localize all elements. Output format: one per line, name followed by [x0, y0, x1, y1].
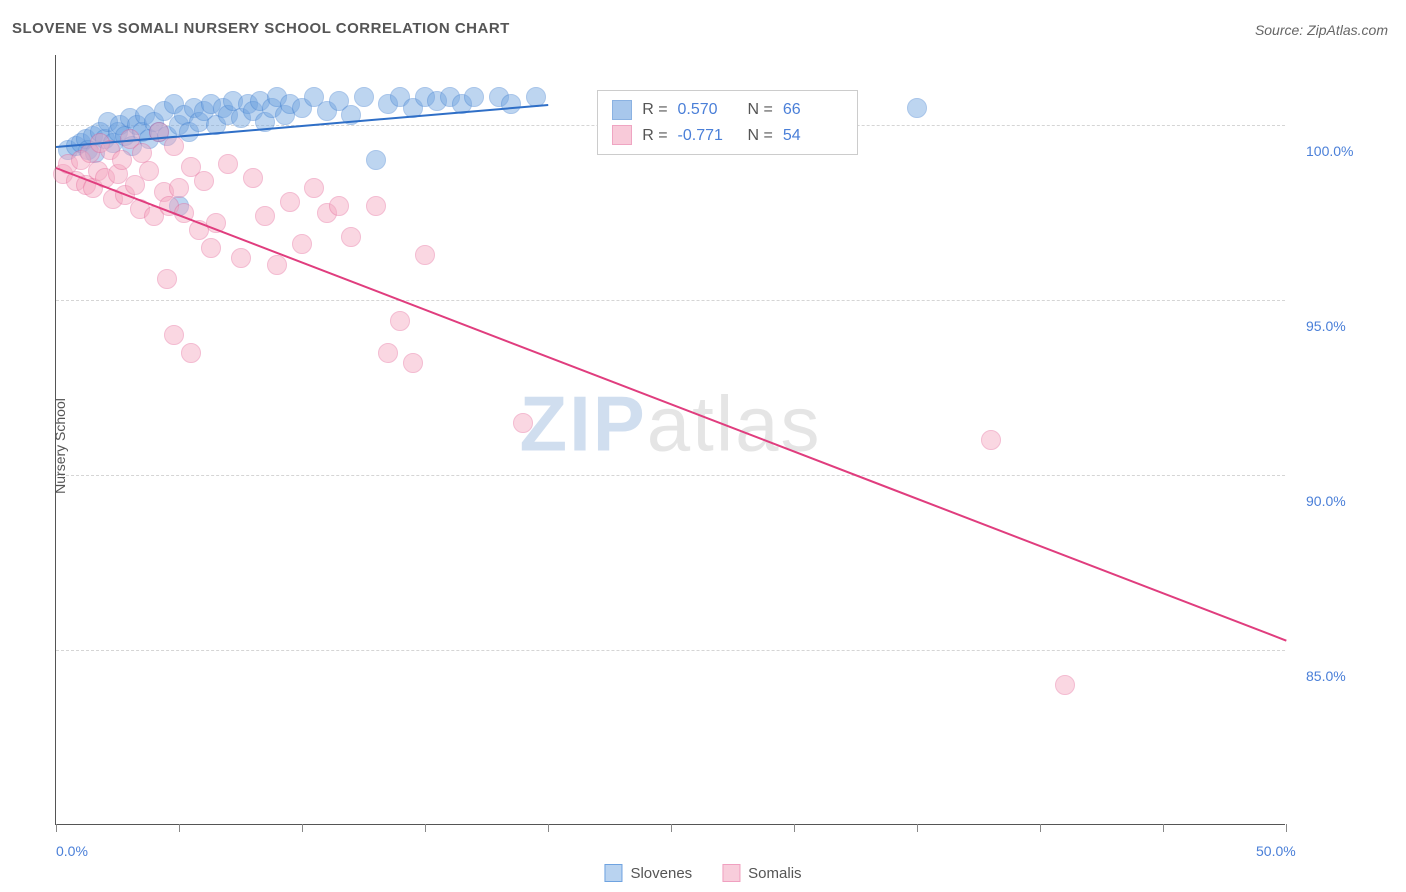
data-point	[194, 171, 214, 191]
data-point	[112, 150, 132, 170]
x-tick	[179, 824, 180, 832]
x-tick	[302, 824, 303, 832]
source-name: ZipAtlas.com	[1307, 22, 1388, 38]
data-point	[403, 353, 423, 373]
x-tick	[56, 824, 57, 832]
chart-title: SLOVENE VS SOMALI NURSERY SCHOOL CORRELA…	[12, 20, 510, 37]
data-point	[164, 325, 184, 345]
n-value: 54	[783, 123, 843, 149]
data-point	[981, 430, 1001, 450]
data-point	[181, 343, 201, 363]
watermark: ZIPatlas	[519, 379, 821, 470]
legend-swatch	[612, 125, 632, 145]
data-point	[415, 245, 435, 265]
gridline	[56, 300, 1285, 301]
data-point	[1055, 675, 1075, 695]
data-point	[157, 269, 177, 289]
x-tick	[1286, 824, 1287, 832]
data-point	[164, 136, 184, 156]
r-label: R =	[642, 97, 667, 123]
watermark-zip: ZIP	[519, 380, 646, 468]
plot-area: ZIPatlas 85.0%90.0%95.0%100.0%0.0%50.0%R…	[55, 55, 1285, 825]
n-value: 66	[783, 97, 843, 123]
stats-row: R = -0.771 N = 54	[612, 123, 843, 149]
data-point	[513, 413, 533, 433]
y-tick-label: 100.0%	[1306, 143, 1353, 159]
legend: Slovenes Somalis	[604, 864, 801, 882]
data-point	[366, 196, 386, 216]
chart-container: SLOVENE VS SOMALI NURSERY SCHOOL CORRELA…	[0, 0, 1406, 892]
y-tick-label: 85.0%	[1306, 668, 1346, 684]
data-point	[267, 255, 287, 275]
r-label: R =	[642, 123, 667, 149]
data-point	[139, 161, 159, 181]
legend-label: Somalis	[748, 865, 801, 882]
gridline	[56, 475, 1285, 476]
source-attribution: Source: ZipAtlas.com	[1255, 22, 1388, 38]
x-tick	[1163, 824, 1164, 832]
stats-row: R = 0.570 N = 66	[612, 97, 843, 123]
data-point	[304, 178, 324, 198]
y-tick-label: 90.0%	[1306, 493, 1346, 509]
data-point	[366, 150, 386, 170]
data-point	[280, 192, 300, 212]
gridline	[56, 650, 1285, 651]
legend-label: Slovenes	[630, 865, 692, 882]
data-point	[292, 234, 312, 254]
n-label: N =	[748, 123, 773, 149]
x-tick	[548, 824, 549, 832]
data-point	[464, 87, 484, 107]
stats-box: R = 0.570 N = 66 R = -0.771 N = 54	[597, 90, 858, 155]
data-point	[354, 87, 374, 107]
data-point	[201, 238, 221, 258]
data-point	[907, 98, 927, 118]
x-tick-label: 50.0%	[1256, 843, 1296, 859]
y-tick-label: 95.0%	[1306, 318, 1346, 334]
legend-item: Somalis	[722, 864, 801, 882]
x-tick	[671, 824, 672, 832]
n-label: N =	[748, 97, 773, 123]
data-point	[501, 94, 521, 114]
data-point	[169, 178, 189, 198]
x-tick	[425, 824, 426, 832]
data-point	[243, 168, 263, 188]
data-point	[218, 154, 238, 174]
legend-item: Slovenes	[604, 864, 692, 882]
r-value: -0.771	[678, 123, 738, 149]
x-tick-label: 0.0%	[56, 843, 88, 859]
data-point	[329, 196, 349, 216]
r-value: 0.570	[678, 97, 738, 123]
legend-swatch	[604, 864, 622, 882]
watermark-atlas: atlas	[647, 380, 822, 468]
data-point	[255, 206, 275, 226]
x-tick	[1040, 824, 1041, 832]
data-point	[341, 227, 361, 247]
data-point	[231, 248, 251, 268]
x-tick	[917, 824, 918, 832]
legend-swatch	[612, 100, 632, 120]
trend-line	[56, 167, 1287, 641]
source-prefix: Source:	[1255, 22, 1307, 38]
data-point	[390, 311, 410, 331]
x-tick	[794, 824, 795, 832]
legend-swatch	[722, 864, 740, 882]
data-point	[378, 343, 398, 363]
